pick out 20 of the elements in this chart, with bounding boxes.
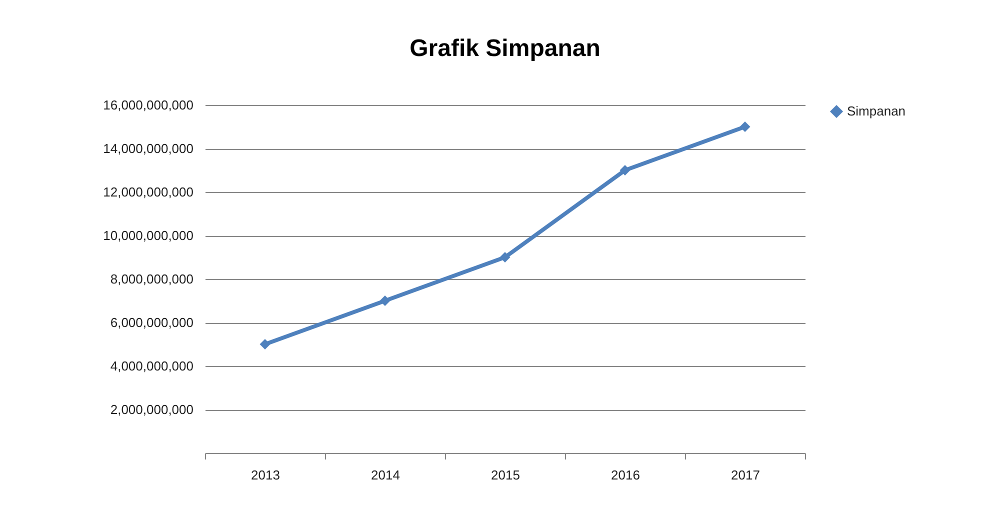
y-tick-label: 6,000,000,000 — [110, 315, 194, 330]
y-tick-label: 16,000,000,000 — [103, 98, 194, 112]
point — [620, 165, 630, 176]
y-tick-label: 10,000,000,000 — [103, 228, 194, 243]
point — [500, 252, 510, 262]
y-tick-label: 12,000,000,000 — [103, 184, 194, 200]
x-tick-label: 2013 — [251, 468, 280, 482]
x-tick-label: 2016 — [611, 468, 640, 482]
chart-title: Grafik Simpanan — [410, 35, 600, 62]
x-tick-label: 2015 — [491, 468, 520, 482]
legend-label: Simpanan — [847, 104, 906, 118]
point — [740, 122, 750, 132]
x-tick-label: 2017 — [731, 468, 760, 482]
y-tick-label: 8,000,000,000 — [110, 272, 194, 286]
point — [380, 296, 390, 306]
y-tick-label: 4,000,000,000 — [110, 358, 194, 374]
y-tick-label: 14,000,000,000 — [103, 141, 194, 156]
x-tick-label: 2014 — [371, 468, 400, 482]
y-tick-label: 2,000,000,000 — [110, 402, 194, 417]
point — [260, 339, 270, 350]
